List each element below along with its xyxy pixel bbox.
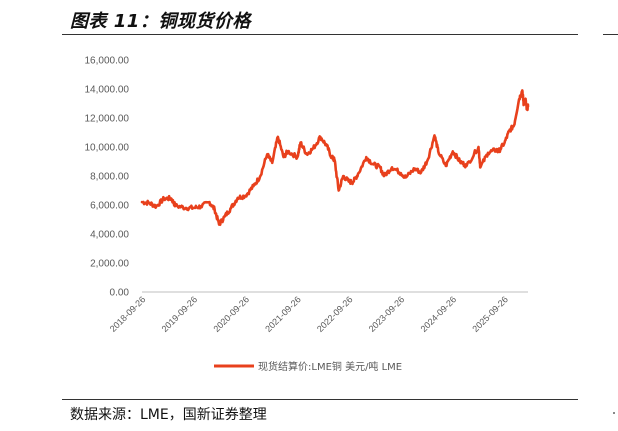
y-tick-label: 8,000.00	[90, 172, 129, 183]
x-axis-ticks: 2018-09-26 2019-09-26 2020-09-26 2021-09-26…	[108, 294, 510, 334]
top-divider	[62, 34, 578, 35]
series-layer	[140, 89, 530, 226]
series-line-lme-copper	[140, 89, 530, 226]
x-tick-label: 2021-09-26	[263, 294, 303, 334]
page-mark	[613, 412, 615, 414]
x-tick-label: 2020-09-26	[211, 294, 251, 334]
chart-title: 图表 11：铜现货价格	[70, 11, 251, 32]
x-tick-label: 2023-09-26	[367, 294, 407, 334]
y-tick-label: 4,000.00	[90, 230, 129, 241]
x-tick-label: 2022-09-26	[315, 294, 355, 334]
x-tick-label: 2018-09-26	[108, 294, 148, 334]
top-divider-right	[603, 34, 618, 35]
x-tick-label: 2024-09-26	[419, 294, 459, 334]
legend: 现货结算价:LME铜 美元/吨 LME	[214, 360, 402, 373]
y-axis-ticks: 0.00 2,000.00 4,000.00 6,000.00 8,000.00 10,0…	[85, 56, 130, 299]
legend-label: 现货结算价:LME铜 美元/吨 LME	[258, 360, 402, 373]
x-tick-label: 2019-09-26	[160, 294, 200, 334]
y-tick-label: 16,000.00	[85, 56, 130, 67]
x-tick-label: 2025-09-26	[470, 294, 510, 334]
copper-spot-price-chart: 0.00 2,000.00 4,000.00 6,000.00 8,000.00 10,0…	[85, 56, 530, 373]
bottom-divider	[62, 399, 578, 400]
y-tick-label: 12,000.00	[85, 114, 130, 125]
y-tick-label: 2,000.00	[90, 259, 129, 270]
y-tick-label: 0.00	[110, 288, 130, 299]
source-note: 数据来源：LME，国新证券整理	[70, 407, 267, 423]
y-tick-label: 10,000.00	[85, 143, 130, 154]
y-tick-label: 6,000.00	[90, 201, 129, 212]
y-tick-label: 14,000.00	[85, 85, 130, 96]
